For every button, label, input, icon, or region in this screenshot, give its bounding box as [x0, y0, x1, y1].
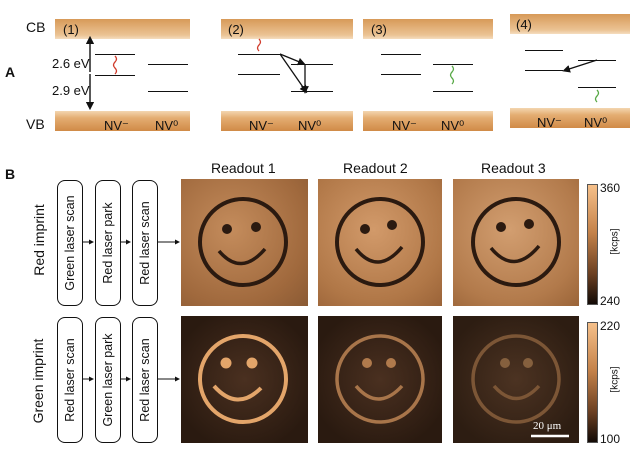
nv-minus-label-3: NV⁻	[392, 118, 417, 133]
colorbar-green-unit: [kcps]	[609, 366, 621, 393]
colorbar-red-min: 240	[600, 294, 621, 308]
colorbar-red-max: 360	[600, 181, 621, 195]
nv-zero-label-4: NV⁰	[584, 115, 608, 130]
colorbar-green-imprint	[587, 322, 598, 443]
flow-box-green-2: Green laser park	[95, 317, 121, 443]
diagram-4-arrows	[562, 59, 600, 103]
flow-box-red-3: Red laser scan	[132, 180, 158, 306]
colorbar-green-min: 100	[600, 432, 621, 446]
green-imprint-readout-2-image	[318, 316, 442, 443]
red-imprint-readout-3-image	[453, 179, 579, 306]
energy-label-top: 2.6 eV	[52, 56, 90, 71]
energy-label-bottom: 2.9 eV	[52, 83, 90, 98]
diagram-3-arrows	[449, 65, 455, 85]
flow-box-green-1: Red laser scan	[57, 317, 83, 443]
step-label-3: (3)	[371, 22, 387, 37]
step-label-1: (1)	[63, 22, 79, 37]
panel-b-label: B	[5, 166, 16, 182]
diagram-2-arrows	[256, 38, 309, 94]
nv-minus-label-4: NV⁻	[537, 115, 562, 130]
green-imprint-readout-3-image: 20 μm	[453, 316, 579, 443]
flow-box-red-1: Green laser scan	[57, 180, 83, 306]
nv-zero-label-3: NV⁰	[441, 118, 465, 133]
diagram-1-arrows	[85, 35, 118, 111]
red-imprint-readout-2-image	[318, 179, 442, 306]
green-imprint-readout-1-image	[181, 316, 308, 443]
colorbar-red-unit: [kcps]	[609, 228, 621, 255]
cb-label: CB	[26, 19, 46, 35]
scale-bar-label: 20 μm	[533, 420, 562, 432]
panel-a-label: A	[5, 64, 16, 80]
nv-minus-label-1: NV⁻	[104, 118, 129, 133]
colorbar-red-imprint	[587, 184, 598, 305]
red-imprint-readout-1-image	[181, 179, 308, 306]
colorbar-green-max: 220	[600, 319, 621, 333]
step-label-2: (2)	[228, 22, 244, 37]
flow-box-green-3: Red laser scan	[132, 317, 158, 443]
readout-label-3: Readout 3	[481, 160, 546, 176]
readout-label-1: Readout 1	[211, 160, 276, 176]
nv-minus-label-2: NV⁻	[249, 118, 274, 133]
step-label-4: (4)	[516, 17, 532, 32]
flow-box-red-2: Red laser park	[95, 180, 121, 306]
nv-zero-label-1: NV⁰	[155, 118, 179, 133]
readout-label-2: Readout 2	[343, 160, 408, 176]
nv-zero-label-2: NV⁰	[298, 118, 322, 133]
vb-label: VB	[26, 116, 45, 132]
